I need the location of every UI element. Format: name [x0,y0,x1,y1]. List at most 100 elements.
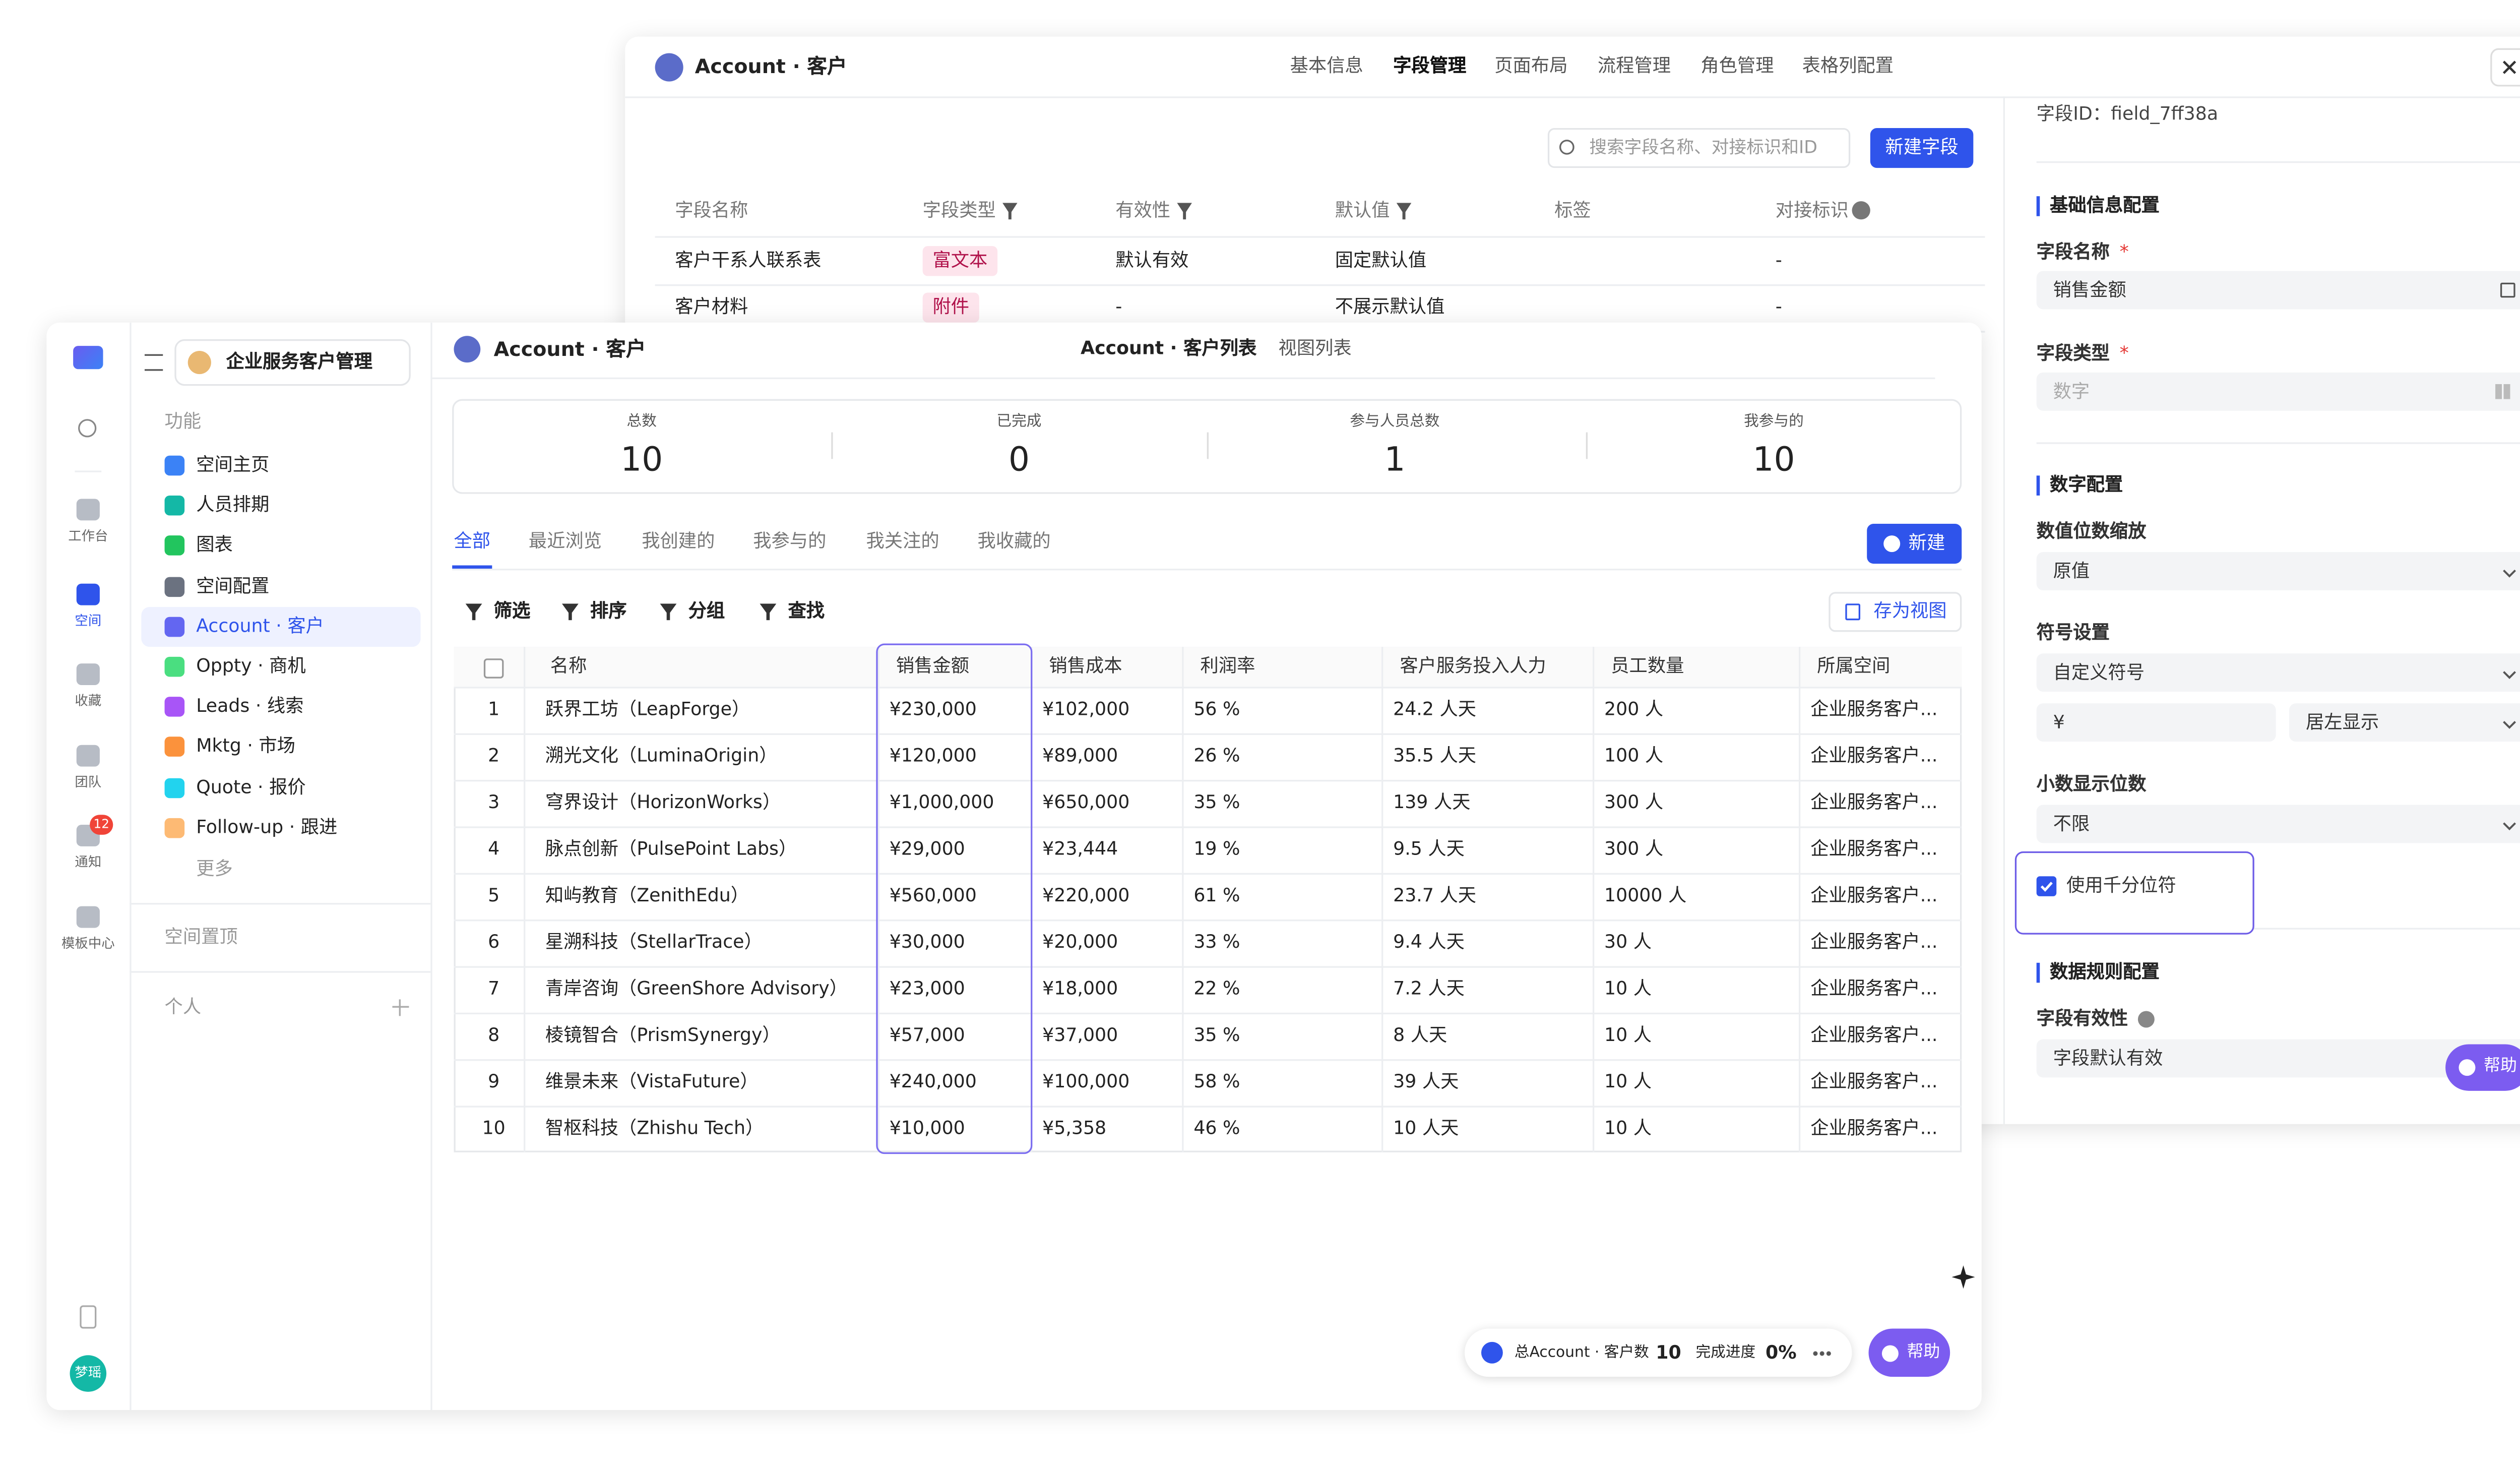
rail-label[interactable]: 空间 [75,614,102,629]
table-cell[interactable]: 溯光文化（LuminaOrigin） [545,745,778,767]
rail-label[interactable]: 团队 [75,775,102,790]
avatar[interactable] [70,1355,107,1392]
rail-icon[interactable] [76,906,100,928]
view-tab[interactable]: 我收藏的 [977,530,1051,553]
view-tab[interactable]: 最近浏览 [528,530,602,553]
table-cell[interactable]: 知屿教育（ZenithEdu） [545,884,749,906]
table-cell: 35 % [1193,791,1240,813]
select-value: 居左显示 [2306,711,2379,733]
add-icon[interactable] [392,999,409,1016]
table-cell: 10 人 [1604,977,1652,1000]
header-checkbox[interactable] [483,658,504,679]
tab[interactable]: 流程管理 [1597,54,1671,77]
tab[interactable]: 字段管理 [1393,54,1467,77]
view-tab[interactable]: 我参与的 [753,530,827,553]
nav-item[interactable]: Account · 客户 [196,615,324,637]
help-label[interactable]: 帮助 [2483,1057,2517,1076]
help-label[interactable]: 帮助 [1907,1343,1940,1362]
nav-item[interactable]: Leads · 线索 [196,695,304,717]
toolbar-button[interactable]: 排序 [590,600,627,622]
rail-label[interactable]: 通知 [75,854,102,870]
help-button[interactable] [2445,1044,2520,1091]
table-cell[interactable]: 脉点创新（PulsePoint Labs） [545,838,797,860]
table-cell: ¥102,000 [1042,698,1130,720]
table-cell[interactable]: 跃界工坊（LeapForge） [545,698,750,720]
sidebar-toggle[interactable] [144,354,163,371]
tab[interactable]: 角色管理 [1700,54,1774,77]
section-label: 个人 [164,996,202,1018]
divider [130,322,132,1411]
table-cell: ¥10,000 [889,1117,965,1139]
ai-assist-button[interactable] [1950,1262,1980,1292]
rail-icon[interactable] [76,499,100,521]
table-cell[interactable]: 穹界设计（HorizonWorks） [545,791,781,813]
row-index: 10 [482,1117,506,1139]
divider [454,779,1962,782]
select[interactable] [2036,653,2520,692]
toolbar-icon [660,603,677,621]
checkbox[interactable] [2036,876,2057,896]
nav-item[interactable]: 空间配置 [196,574,270,596]
input[interactable] [2036,271,2520,310]
rail-icon[interactable] [76,663,100,685]
rail-label[interactable]: 收藏 [75,693,102,709]
tab[interactable]: 页面布局 [1494,54,1568,77]
nav-item[interactable]: 图表 [196,534,233,556]
tab[interactable]: 表格列配置 [1802,54,1894,77]
select[interactable] [2036,805,2520,843]
new-field-button[interactable] [1870,128,1974,168]
rail-icon[interactable] [76,745,100,767]
view-tab[interactable]: 全部 [454,530,491,553]
more-link[interactable]: 更多 [196,858,233,880]
view-tab[interactable]: 我创建的 [642,530,715,553]
more-icon[interactable] [1812,1346,1832,1361]
toolbar-button[interactable]: 筛选 [493,600,531,622]
view-tab[interactable]: 我关注的 [866,530,939,553]
toolbar-button[interactable]: 分组 [688,600,725,622]
input[interactable] [2036,372,2520,411]
nav-item[interactable]: 人员排期 [196,494,270,516]
nav-item[interactable]: Oppty · 商机 [196,655,306,677]
nav-icon [164,818,185,838]
phone-icon[interactable] [80,1305,97,1329]
tab[interactable]: 基本信息 [1290,54,1363,77]
table-cell[interactable]: 棱镜智合（PrismSynergy） [545,1024,781,1046]
new-button[interactable] [1867,524,1962,564]
toolbar-button[interactable]: 查找 [788,600,825,622]
table-cell[interactable]: 智枢科技（Zhishu Tech） [545,1117,764,1139]
new-label[interactable]: 新建 [1908,532,1945,554]
search-box[interactable] [1547,128,1851,168]
divider [1207,432,1209,459]
rail-label[interactable]: 模板中心 [61,936,115,951]
new-field-label[interactable]: 新建字段 [1885,136,1959,158]
nav-item[interactable]: Follow-up · 跟进 [196,816,338,838]
type-tag [922,292,979,323]
tab[interactable]: 视图列表 [1278,337,1352,359]
window-title: Account · 客户 [695,54,847,79]
close-button[interactable] [2490,48,2520,87]
workspace-selector[interactable] [174,339,411,386]
rail-label[interactable]: 工作台 [68,528,108,544]
table-cell[interactable]: 青岸咨询（GreenShore Advisory） [545,977,848,1000]
input[interactable] [2036,1039,2520,1078]
input[interactable] [2036,703,2276,742]
table-cell[interactable]: 维景未来（VistaFuture） [545,1071,759,1093]
select[interactable] [2036,552,2520,590]
table-header-bg [454,647,1962,689]
chevron-glyph [2503,721,2516,729]
tab[interactable]: Account · 客户列表 [1081,337,1257,359]
rail-icon[interactable] [76,583,100,605]
stat-label: 总数 [626,414,657,431]
select[interactable] [2289,703,2520,742]
field-label: 字段名称 [2036,241,2110,263]
field-label: 符号设置 [2036,622,2110,644]
save-view-button[interactable] [1829,592,1962,632]
nav-item[interactable]: 空间主页 [196,454,270,476]
table-cell[interactable]: 星溯科技（StellarTrace） [545,931,763,953]
nav-item[interactable]: Mktg · 市场 [196,736,295,758]
workspace-name[interactable]: 企业服务客户管理 [226,350,372,373]
nav-item[interactable]: Quote · 报价 [196,776,306,798]
save-view-label[interactable]: 存为视图 [1873,600,1947,622]
table-cell: ¥29,000 [889,838,965,860]
search-icon[interactable] [78,419,97,438]
